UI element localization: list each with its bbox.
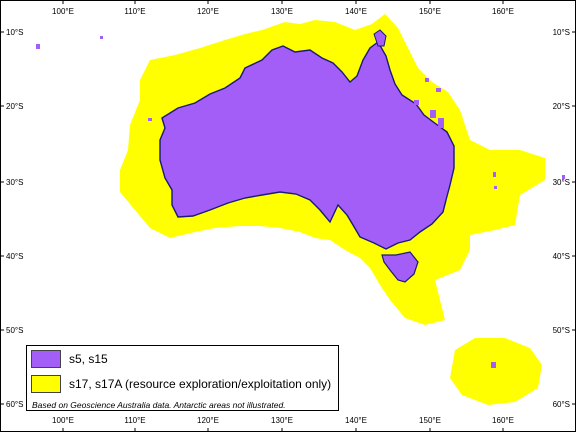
island-north-1 xyxy=(36,44,40,49)
legend-note: Based on Geoscience Australia data. Anta… xyxy=(32,400,286,410)
island-east-1 xyxy=(414,100,419,105)
bottom-lon-label: 160°E xyxy=(492,416,514,425)
top-lon-label: 130°E xyxy=(271,7,293,16)
bottom-lon-label: 110°E xyxy=(124,416,145,425)
bottom-lon-label: 150°E xyxy=(419,416,441,425)
left-lat-label: 50°S xyxy=(6,326,23,335)
bottom-lon-label: 140°E xyxy=(345,416,367,425)
island-east-8 xyxy=(562,175,565,179)
right-lat-label: 40°S xyxy=(553,252,570,261)
right-lat-label: 10°S xyxy=(553,28,570,37)
tasmania xyxy=(381,251,419,283)
legend: s5, s15 s17, s17A (resource exploration/… xyxy=(26,345,339,411)
island-east-7 xyxy=(494,186,497,189)
legend-item-s17: s17, s17A (resource exploration/exploita… xyxy=(31,374,331,394)
australia-mainland xyxy=(159,40,455,250)
bottom-lon-label: 130°E xyxy=(271,416,293,425)
top-lon-label: 100°E xyxy=(52,7,74,16)
legend-swatch-s17 xyxy=(31,375,61,393)
legend-label-s17: s17, s17A (resource exploration/exploita… xyxy=(69,377,332,391)
top-lon-label: 150°E xyxy=(419,7,441,16)
right-lat-label: 50°S xyxy=(553,326,570,335)
right-lat-label: 30°S xyxy=(553,178,570,187)
legend-label-s5: s5, s15 xyxy=(69,352,108,366)
right-lat-label: 20°S xyxy=(553,102,570,111)
island-north-2 xyxy=(100,36,103,39)
bottom-lon-label: 100°E xyxy=(52,416,74,425)
island-east-3 xyxy=(436,88,441,92)
island-east-5 xyxy=(438,118,444,128)
top-lon-label: 140°E xyxy=(345,7,367,16)
island-east-4 xyxy=(430,110,436,118)
top-lon-label: 160°E xyxy=(492,7,514,16)
island-east-6 xyxy=(493,172,496,177)
legend-swatch-s5 xyxy=(31,350,61,368)
left-lat-label: 40°S xyxy=(6,252,23,261)
island-east-2 xyxy=(425,78,429,82)
cape-york-tip xyxy=(373,29,387,47)
legend-item-s5: s5, s15 xyxy=(31,349,108,369)
left-lat-label: 10°S xyxy=(6,28,23,37)
s5-zone xyxy=(36,29,565,368)
island-south-1 xyxy=(491,362,496,368)
island-west-1 xyxy=(148,118,152,121)
bottom-lon-label: 120°E xyxy=(197,416,219,425)
top-lon-label: 120°E xyxy=(197,7,219,16)
left-lat-label: 20°S xyxy=(6,102,23,111)
left-lat-label: 30°S xyxy=(6,178,23,187)
left-lat-label: 60°S xyxy=(6,400,23,409)
s17-island-zone xyxy=(450,338,542,405)
right-lat-label: 60°S xyxy=(553,400,570,409)
top-lon-label: 110°E xyxy=(124,7,145,16)
